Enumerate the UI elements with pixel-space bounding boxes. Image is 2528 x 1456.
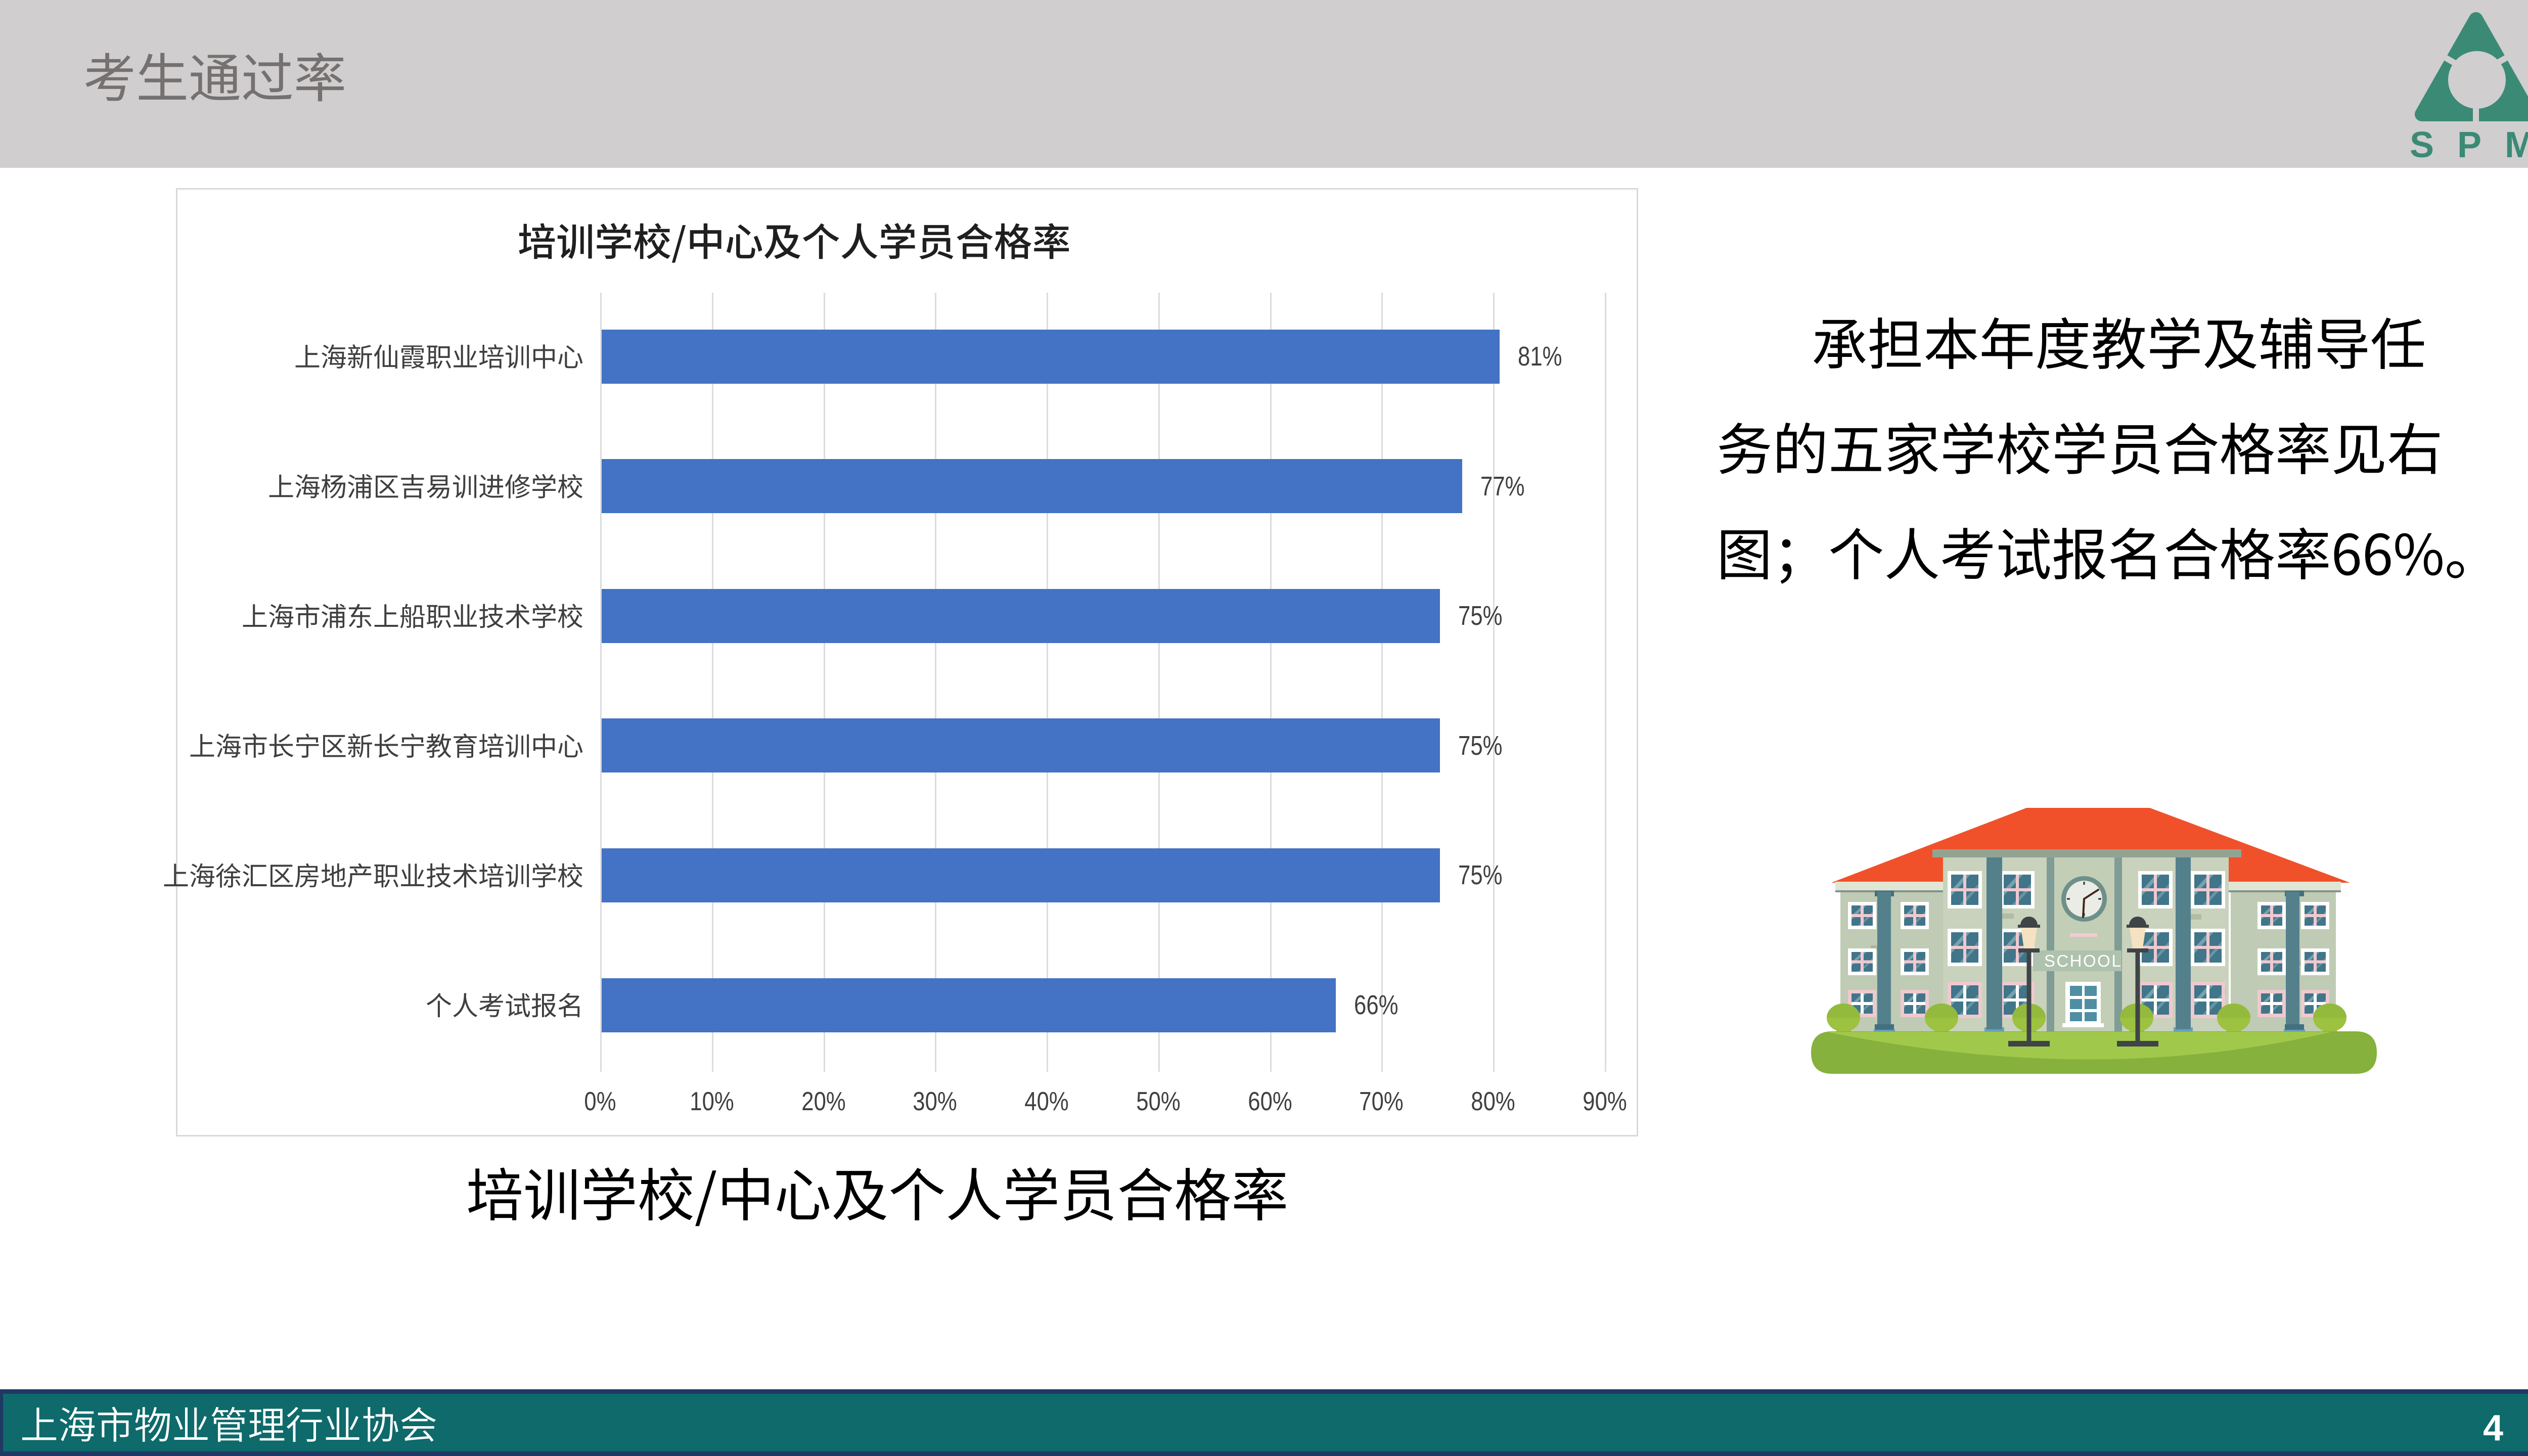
svg-text:SCHOOL: SCHOOL <box>2044 951 2122 970</box>
